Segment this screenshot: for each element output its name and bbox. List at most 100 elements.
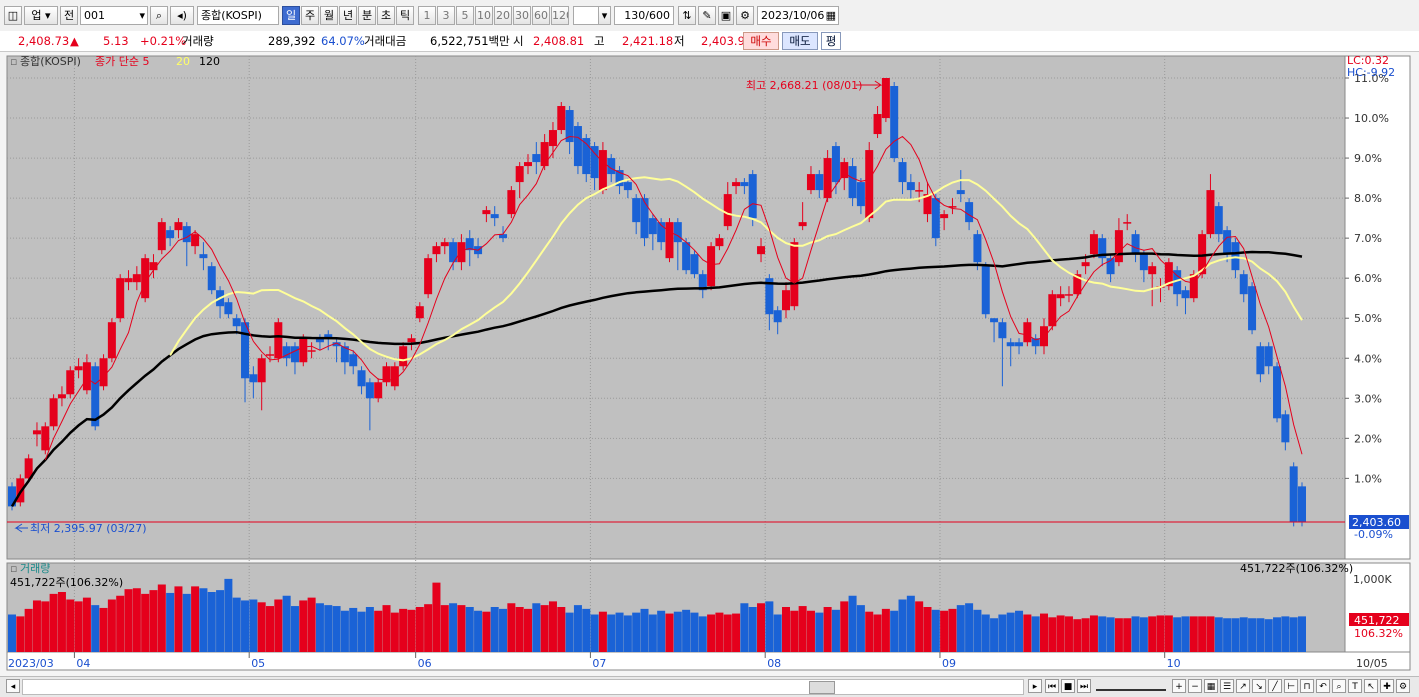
bottom-scrollbar[interactable]: ◂ ▸ ⏮ ■ ⏭ + − ▦ ☰ ↗ ↘ ╱ ⊢ ⊓ ↶ ⌕ T ↖ ✚ ⚙ — [0, 676, 1419, 697]
ruler-icon[interactable]: ⊢ — [1284, 679, 1298, 693]
period-0-button[interactable]: 일 — [282, 6, 300, 25]
period-2-button[interactable]: 월 — [320, 6, 338, 25]
y-tick-label: 5.0% — [1354, 312, 1382, 325]
interval-1-button[interactable]: 1 — [418, 6, 436, 25]
zoom-out-icon[interactable]: − — [1188, 679, 1202, 693]
period-4-button[interactable]: 분 — [358, 6, 376, 25]
grid-icon[interactable]: ▦ — [1204, 679, 1218, 693]
volume-bar — [598, 611, 607, 652]
volume-panel-label: 거래량 — [20, 562, 50, 575]
interval-3-button[interactable]: 3 — [437, 6, 455, 25]
avg-button[interactable]: 평 — [821, 32, 841, 50]
period-3-button[interactable]: 년 — [339, 6, 357, 25]
save-icon[interactable]: ▣ — [718, 6, 734, 25]
cursor-icon[interactable]: ↖ — [1364, 679, 1378, 693]
candle-body — [1048, 294, 1057, 327]
volume-bar — [274, 599, 283, 652]
volume-bar — [707, 614, 716, 652]
prev-button[interactable]: 전 — [60, 6, 78, 25]
list-icon[interactable]: ☰ — [1220, 679, 1234, 693]
scroll-left-icon[interactable]: ◂ — [6, 679, 20, 693]
dropdown-icon[interactable]: ▾ — [139, 9, 145, 22]
candle-body — [590, 146, 599, 179]
date-input[interactable]: 2023/10/06 ▦ — [757, 6, 839, 25]
period-5-button[interactable]: 초 — [377, 6, 395, 25]
candle-body — [673, 222, 682, 243]
volume-bar — [315, 603, 324, 652]
candle-body — [748, 174, 757, 219]
count-input[interactable]: 130/600 — [614, 6, 674, 25]
scroll-track[interactable] — [22, 679, 1024, 695]
search-chart-icon[interactable]: ⌕ — [1332, 679, 1346, 693]
stop-icon[interactable]: ■ — [1061, 679, 1075, 693]
candlestick-chart[interactable]: 2,403.60-0.09% 11.0% 10.0% 9.0% 8.0% 7.0% 6.0%… — [0, 52, 1419, 676]
x-tick-label: 08 — [767, 657, 781, 670]
volume-bar — [782, 607, 790, 652]
speaker-icon[interactable]: ◂) — [170, 6, 194, 25]
candle-body — [856, 182, 865, 207]
volume-bar — [257, 602, 266, 652]
chart-settings-icon[interactable]: ⚙ — [1396, 679, 1410, 693]
interval-120-button[interactable]: 120 — [551, 6, 569, 25]
interval-10-button[interactable]: 10 — [475, 6, 493, 25]
text-tool-icon[interactable]: T — [1348, 679, 1362, 693]
buy-button[interactable]: 매수 — [743, 32, 779, 50]
trend-down-icon[interactable]: ↘ — [1252, 679, 1266, 693]
interval-30-button[interactable]: 30 — [513, 6, 531, 25]
trend-icon[interactable]: ↗ — [1236, 679, 1250, 693]
current-price: 2,408.73 — [18, 34, 70, 48]
volume-bar — [1006, 612, 1015, 652]
volume-bar — [557, 607, 566, 652]
legend-name: 종합(KOSPI) — [20, 55, 81, 68]
scroll-right-icon[interactable]: ▸ — [1028, 679, 1042, 693]
volume-bar — [1214, 617, 1223, 652]
calendar-icon[interactable]: ▦ — [825, 9, 836, 22]
volume-value-label-right: 451,722주(106.32%) — [1240, 562, 1353, 575]
candle-body — [1073, 274, 1082, 295]
last-icon[interactable]: ⏭ — [1077, 679, 1091, 693]
magnet-icon[interactable]: ⊓ — [1300, 679, 1314, 693]
volume-bar — [915, 601, 924, 652]
volume-bar — [149, 590, 158, 652]
candle-body — [382, 366, 391, 383]
legend-ma120: 120 — [199, 55, 220, 68]
volume-bar — [91, 605, 100, 652]
draw-line-icon[interactable]: ✎ — [698, 6, 716, 25]
volume-bar — [307, 597, 316, 652]
volume-bar — [99, 607, 108, 652]
candles-group — [8, 78, 1306, 527]
candle-body — [157, 222, 166, 251]
candle-body — [24, 458, 33, 479]
interval-dropdown-icon[interactable]: ▾ — [598, 6, 611, 25]
sell-button[interactable]: 매도 — [782, 32, 818, 50]
interval-20-button[interactable]: 20 — [494, 6, 512, 25]
volume-bar — [1298, 616, 1306, 652]
period-6-button[interactable]: 틱 — [396, 6, 414, 25]
market-select[interactable]: 업 ▾ — [24, 6, 58, 25]
candle-body — [290, 346, 299, 363]
search-icon[interactable]: ⌕ — [150, 6, 168, 25]
volume-bar — [1273, 617, 1282, 652]
scroll-thumb[interactable] — [809, 681, 835, 694]
line-icon[interactable]: ╱ — [1268, 679, 1282, 693]
candle-body — [1256, 346, 1265, 375]
volume-bar — [8, 614, 16, 652]
code-input[interactable]: 001 ▾ — [80, 6, 148, 25]
volume-bar — [881, 608, 890, 652]
first-icon[interactable]: ⏮ — [1045, 679, 1059, 693]
crosshair-icon[interactable]: ✚ — [1380, 679, 1394, 693]
zoom-slider[interactable] — [1096, 681, 1166, 691]
interval-5-button[interactable]: 5 — [456, 6, 474, 25]
candle-body — [831, 146, 840, 183]
zoom-in-icon[interactable]: + — [1172, 679, 1186, 693]
interval-60-button[interactable]: 60 — [532, 6, 550, 25]
undo-icon[interactable]: ↶ — [1316, 679, 1330, 693]
window-icon[interactable]: ◫ — [4, 6, 22, 25]
candle-body — [1231, 242, 1240, 271]
candle-body — [698, 274, 707, 291]
period-1-button[interactable]: 주 — [301, 6, 319, 25]
candle-body — [465, 238, 474, 251]
chart-type-icon[interactable]: ⇅ — [678, 6, 696, 25]
x-label-start: 2023/03 — [8, 657, 54, 670]
settings-icon[interactable]: ⚙ — [736, 6, 754, 25]
